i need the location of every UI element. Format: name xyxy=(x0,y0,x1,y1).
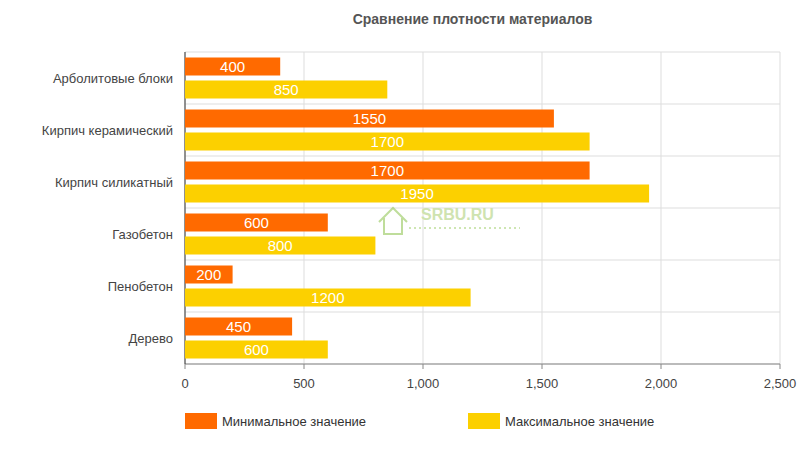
tick-mark xyxy=(423,364,424,369)
data-label: 1200 xyxy=(311,289,344,306)
category-grid-line xyxy=(185,104,780,105)
bar xyxy=(185,185,649,203)
data-label: 800 xyxy=(268,237,293,254)
data-label: 200 xyxy=(196,266,221,283)
grid-line xyxy=(542,52,543,364)
category-label: Дерево xyxy=(129,331,173,346)
category-label: Кирпич силикатный xyxy=(55,175,173,190)
grid-line xyxy=(661,52,662,364)
data-label: 400 xyxy=(220,58,245,75)
x-axis-line xyxy=(185,364,780,365)
legend-swatch xyxy=(185,413,217,429)
bar xyxy=(185,318,292,336)
tick-mark xyxy=(780,364,781,369)
data-label: 600 xyxy=(244,341,269,358)
bars xyxy=(185,58,649,359)
category-label: Пенобетон xyxy=(108,279,173,294)
category-label: Кирпич керамический xyxy=(42,123,173,138)
bar xyxy=(185,162,590,180)
grid-line xyxy=(304,52,305,364)
data-label: 1700 xyxy=(371,133,404,150)
tick-label: 2,000 xyxy=(645,376,678,391)
bar xyxy=(185,237,375,255)
bar xyxy=(185,341,328,359)
category-grid-line xyxy=(185,260,780,261)
category-grid-line xyxy=(185,156,780,157)
bar xyxy=(185,58,280,76)
legend-label: Максимальное значение xyxy=(505,414,654,429)
chart-root: Сравнение плотности материалов 0 500 1,000 1… xyxy=(0,0,804,449)
tick-mark xyxy=(185,364,186,369)
data-label: 450 xyxy=(226,318,251,335)
bar xyxy=(185,81,387,99)
category-label: Арболитовые блоки xyxy=(53,71,173,86)
tick-label: 2,500 xyxy=(764,376,797,391)
tick-label: 1,000 xyxy=(407,376,440,391)
tick-label: 500 xyxy=(293,376,315,391)
category-grid-line xyxy=(185,364,780,365)
data-labels: 400 1550 1700 600 200 450 850 1700 1950 800 1200 60… xyxy=(196,58,433,358)
grid-line xyxy=(780,52,781,364)
tick-label: 1,500 xyxy=(526,376,559,391)
category-grid-line xyxy=(185,52,780,53)
data-label: 600 xyxy=(244,214,269,231)
legend: Минимальное значение Максимальное значени… xyxy=(185,413,654,429)
tick-mark xyxy=(542,364,543,369)
bar xyxy=(185,110,554,128)
grid-line xyxy=(185,52,186,364)
legend-label: Минимальное значение xyxy=(222,414,366,429)
category-grid-line xyxy=(185,312,780,313)
tick-mark xyxy=(304,364,305,369)
category-label: Газобетон xyxy=(112,227,173,242)
annotation: SRBU.RU xyxy=(421,206,494,223)
tick-label: 0 xyxy=(181,376,188,391)
bar xyxy=(185,214,328,232)
chart-title: Сравнение плотности материалов xyxy=(353,11,593,27)
bar xyxy=(185,133,590,151)
tick-mark xyxy=(661,364,662,369)
watermark-line xyxy=(409,227,520,229)
data-label: 1950 xyxy=(400,185,433,202)
watermark-icon xyxy=(379,208,407,234)
chart-svg: Сравнение плотности материалов 0 500 1,000 1… xyxy=(0,0,804,449)
data-label: 850 xyxy=(274,81,299,98)
y-axis-line xyxy=(185,52,186,364)
bar xyxy=(185,266,233,284)
data-label: 1550 xyxy=(353,110,386,127)
legend-swatch xyxy=(468,413,500,429)
bar xyxy=(185,289,471,307)
data-label: 1700 xyxy=(371,162,404,179)
